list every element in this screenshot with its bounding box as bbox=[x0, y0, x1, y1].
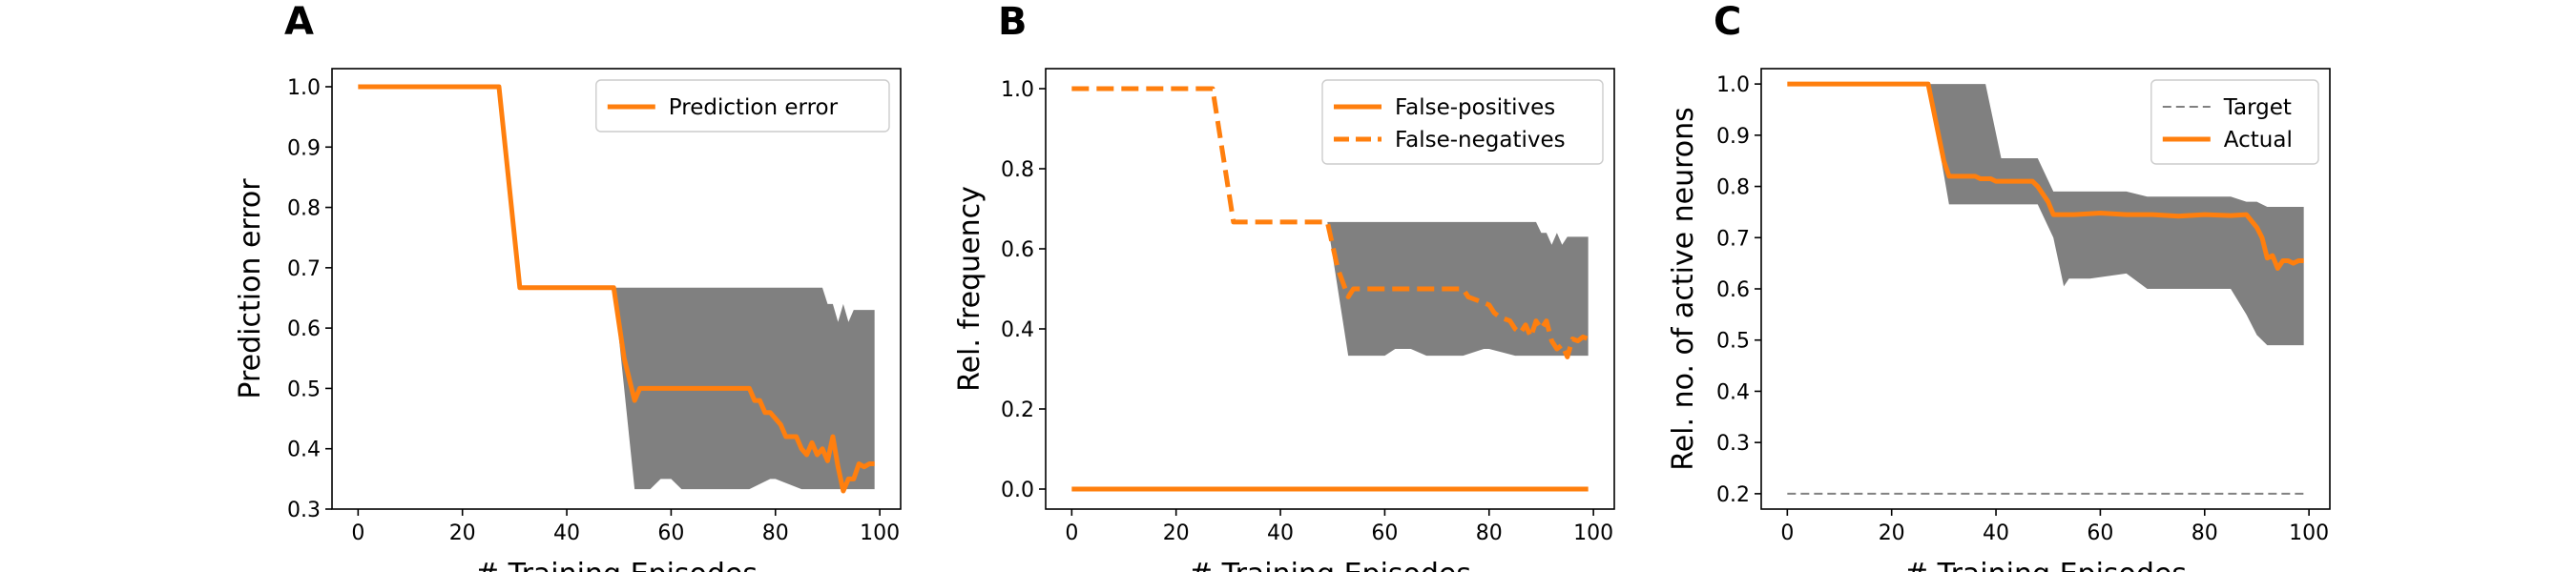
panel-c-legend: Target Actual bbox=[2150, 79, 2319, 165]
panel-c-ytick-label: 0.5 bbox=[1716, 330, 1750, 354]
panel-c-ytick-label: 0.3 bbox=[1716, 432, 1750, 456]
panel-b-xtick-label: 40 bbox=[1267, 521, 1294, 545]
panel-b-legend-label: False-positives bbox=[1395, 95, 1555, 120]
panel-c-band bbox=[1787, 84, 2304, 346]
panel-b-ytick-label: 1.0 bbox=[1001, 78, 1034, 102]
panel-a-ytick-label: 1.0 bbox=[287, 76, 321, 100]
panel-a-xtick-label: 20 bbox=[449, 521, 476, 545]
panel-c-ytick-label: 0.4 bbox=[1716, 380, 1750, 404]
panel-c-xtick-label: 80 bbox=[2192, 521, 2218, 545]
panel-c-legend-label: Actual bbox=[2224, 128, 2293, 153]
panel-b-ytick-label: 0.6 bbox=[1001, 238, 1034, 262]
panel-letter-a: A bbox=[284, 0, 314, 44]
panel-c-series-actual bbox=[1787, 81, 2304, 272]
panel-a-ytick-label: 0.7 bbox=[287, 257, 321, 281]
panel-b-legend-label: False-negatives bbox=[1395, 128, 1566, 153]
panel-a-xtick-label: 40 bbox=[553, 521, 580, 545]
panel-c-ylabel: Rel. no. of active neurons bbox=[1667, 107, 1700, 471]
panel-c-xtick-label: 60 bbox=[2087, 521, 2113, 545]
panel-c-ytick-label: 0.9 bbox=[1716, 125, 1750, 149]
panel-b-xtick-label: 80 bbox=[1476, 521, 1503, 545]
panel-a-xtick-label: 100 bbox=[860, 521, 900, 545]
panel-a-ytick-label: 0.9 bbox=[287, 136, 321, 160]
panel-c-xlabel: # Training Episodes bbox=[1904, 558, 2187, 572]
panel-b-ytick-label: 0.0 bbox=[1001, 479, 1034, 502]
panel-letter-b: B bbox=[998, 0, 1028, 44]
panel-a-legend-label: Prediction error bbox=[669, 95, 839, 120]
panel-b: B 0 20 40 60 80 100 0.0 0.2 0.4 0.6 0.8 1.0 False-po… bbox=[953, 0, 1615, 572]
panel-b-xtick-label: 60 bbox=[1371, 521, 1398, 545]
panel-b-xtick-label: 0 bbox=[1065, 521, 1078, 545]
panel-c-legend-label: Target bbox=[2223, 95, 2292, 120]
panel-b-ylabel: Rel. frequency bbox=[953, 186, 987, 392]
panel-a-legend: Prediction error bbox=[595, 79, 890, 133]
panel-c-ytick-label: 1.0 bbox=[1716, 73, 1750, 97]
panel-b-band bbox=[1071, 89, 1589, 357]
panel-a-xtick-label: 80 bbox=[762, 521, 789, 545]
panel-c-ytick-label: 0.2 bbox=[1716, 483, 1750, 507]
panel-a-ylabel: Prediction error bbox=[234, 178, 267, 399]
panel-c-legend-box bbox=[2150, 79, 2319, 165]
panel-a: A 0 20 40 60 80 100 0.3 0.4 0.5 0.6 0.7 0.8 0.9 1.0 Pr… bbox=[234, 0, 902, 572]
panel-a-frame bbox=[331, 68, 902, 510]
panel-a-ytick-label: 0.3 bbox=[287, 499, 321, 522]
panel-c-xtick-label: 0 bbox=[1780, 521, 1794, 545]
panel-c: C 0 20 40 60 80 100 0.2 0.3 0.4 0.5 0.6 0.7 0.8 0.9 1.… bbox=[1667, 0, 2331, 572]
panel-letter-c: C bbox=[1714, 0, 1741, 44]
panel-b-frame bbox=[1045, 68, 1615, 510]
panel-b-ytick-label: 0.4 bbox=[1001, 318, 1034, 342]
panel-b-xtick-label: 20 bbox=[1163, 521, 1190, 545]
panel-a-series-prediction-error bbox=[358, 84, 875, 494]
panel-b-legend-box bbox=[1321, 79, 1604, 165]
panel-a-ytick-label: 0.5 bbox=[287, 378, 321, 401]
panel-a-legend-box bbox=[595, 79, 890, 133]
panel-a-ytick-label: 0.6 bbox=[287, 317, 321, 341]
panel-b-ytick-label: 0.2 bbox=[1001, 398, 1034, 422]
panel-c-plot-area: 0 20 40 60 80 100 0.2 0.3 0.4 0.5 0.6 0.7 0.8 0.9 1.0 T… bbox=[1716, 68, 2331, 545]
panel-a-xtick-label: 0 bbox=[351, 521, 364, 545]
panel-b-xtick-label: 100 bbox=[1573, 521, 1613, 545]
panel-b-xlabel: # Training Episodes bbox=[1189, 558, 1471, 572]
panel-a-xlabel: # Training Episodes bbox=[475, 558, 758, 572]
panel-c-ytick-label: 0.7 bbox=[1716, 227, 1750, 251]
panel-a-ytick-label: 0.4 bbox=[287, 439, 321, 462]
panel-b-ytick-label: 0.8 bbox=[1001, 158, 1034, 182]
panel-c-xtick-label: 40 bbox=[1983, 521, 2009, 545]
panel-a-plot-area: 0 20 40 60 80 100 0.3 0.4 0.5 0.6 0.7 0.8 0.9 1.0 Pred… bbox=[287, 68, 902, 545]
panel-a-ytick-label: 0.8 bbox=[287, 197, 321, 221]
panel-b-legend: False-positives False-negatives bbox=[1321, 79, 1604, 165]
panel-a-xtick-label: 60 bbox=[657, 521, 684, 545]
panel-c-ytick-label: 0.6 bbox=[1716, 278, 1750, 302]
panel-b-series-false-negatives bbox=[1071, 86, 1589, 359]
panel-c-xtick-label: 20 bbox=[1879, 521, 1905, 545]
panel-b-plot-area: 0 20 40 60 80 100 0.0 0.2 0.4 0.6 0.8 1.0 False-posi… bbox=[1001, 68, 1615, 545]
panel-c-ytick-label: 0.8 bbox=[1716, 176, 1750, 200]
panel-c-xtick-label: 100 bbox=[2289, 521, 2329, 545]
